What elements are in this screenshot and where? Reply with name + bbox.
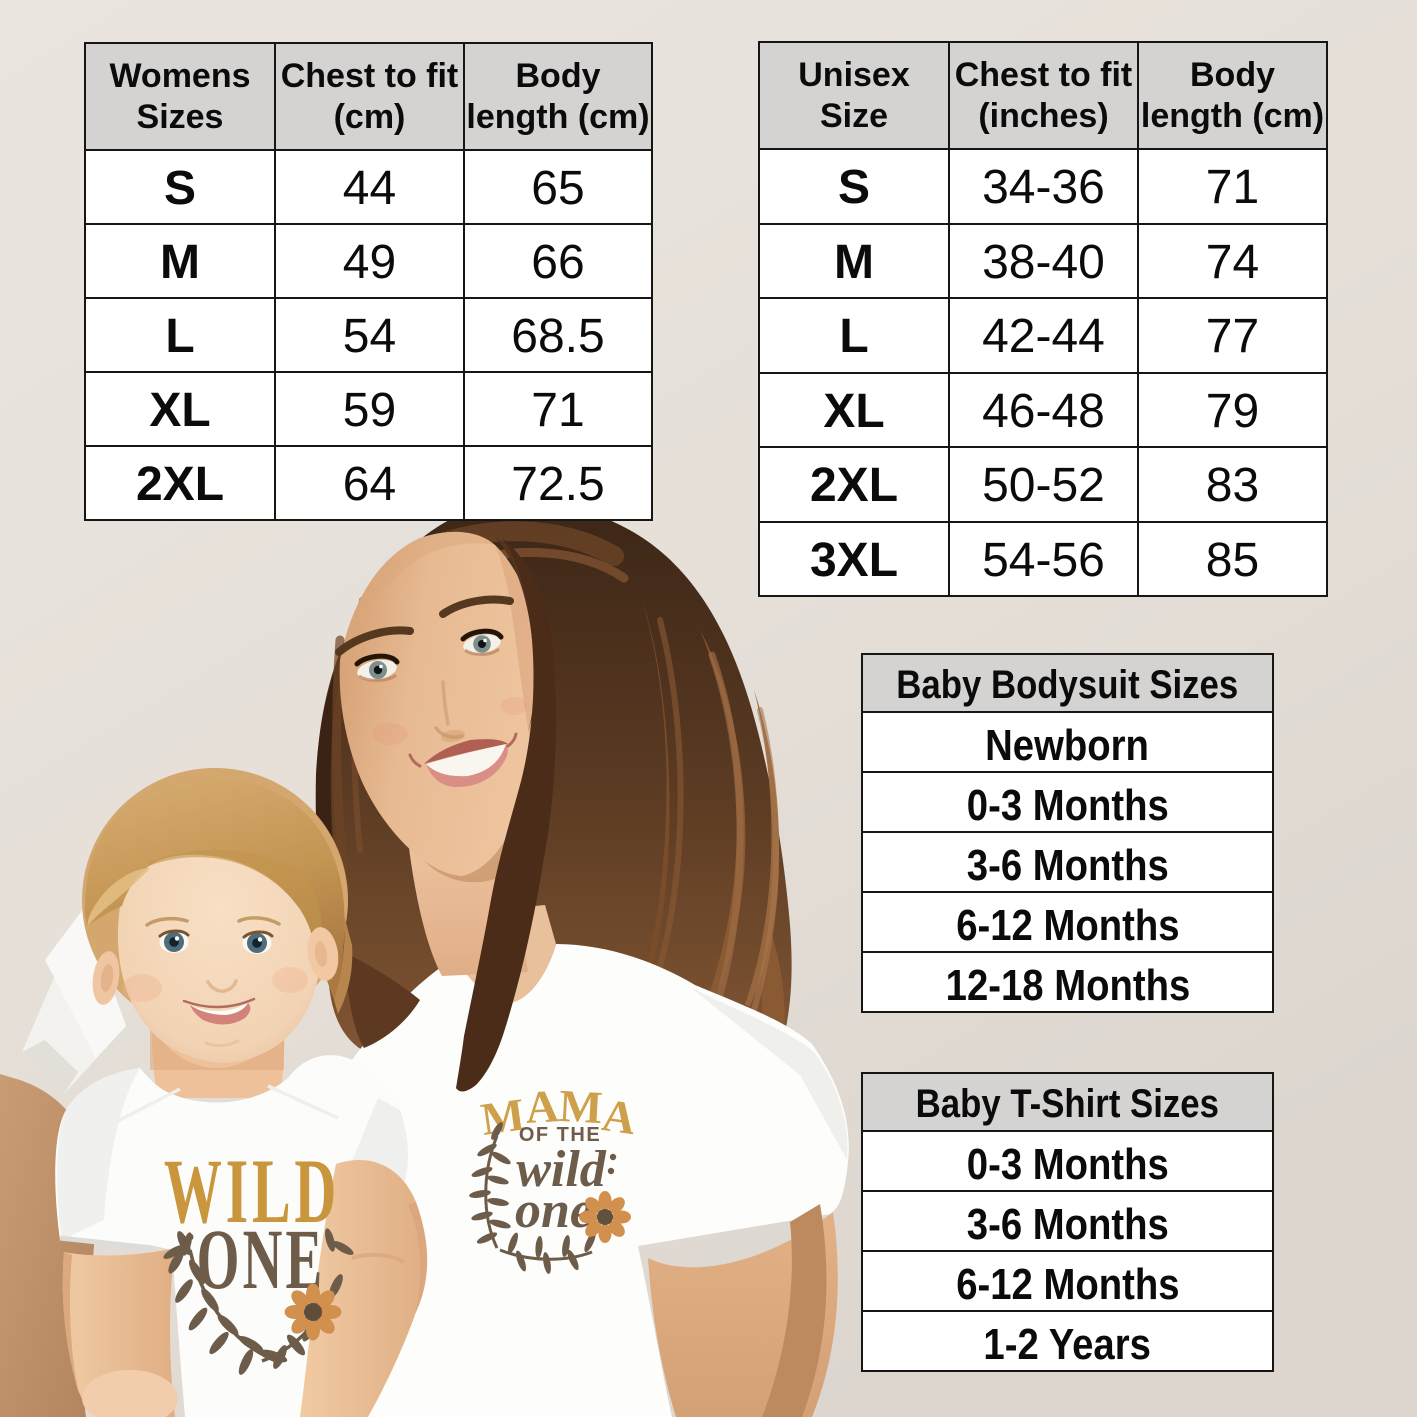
svg-text:A: A <box>599 1089 639 1144</box>
svg-text:ONE: ONE <box>197 1212 326 1307</box>
svg-text:M: M <box>478 1088 528 1145</box>
svg-text:WILD: WILD <box>164 1139 340 1242</box>
svg-text:one: one <box>515 1182 593 1239</box>
svg-text:OF THE: OF THE <box>519 1124 601 1146</box>
svg-text:M: M <box>558 1080 604 1133</box>
svg-text:wild: wild <box>516 1141 607 1198</box>
svg-text:A: A <box>524 1080 560 1133</box>
